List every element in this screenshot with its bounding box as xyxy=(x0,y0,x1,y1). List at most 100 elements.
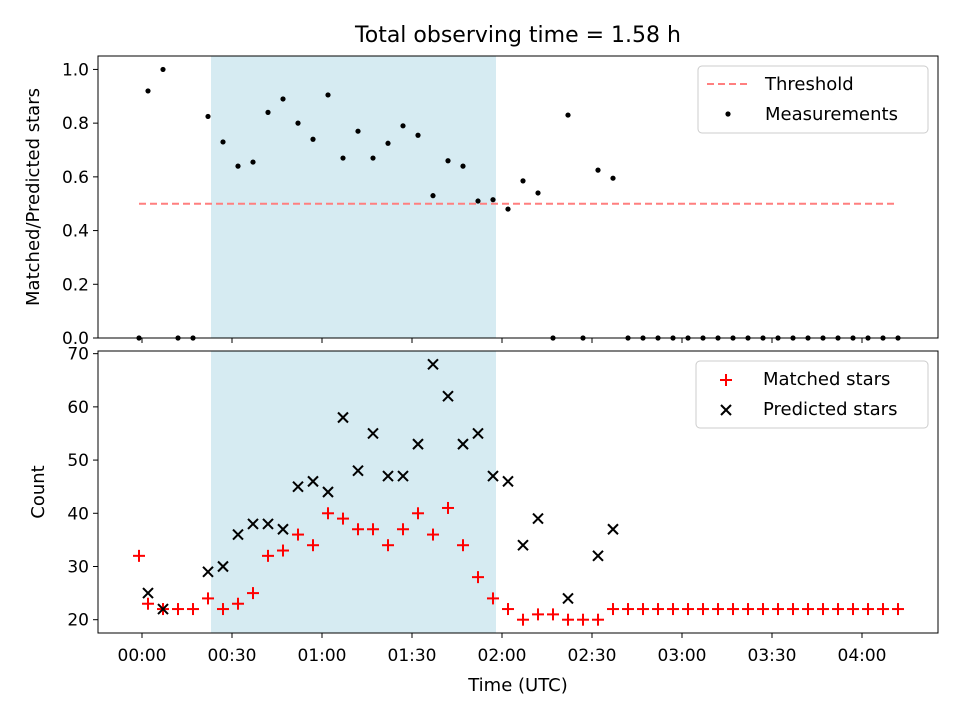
matched-point xyxy=(382,539,394,552)
predicted-point xyxy=(397,470,409,482)
bottom-ytick-label: 30 xyxy=(67,557,89,577)
measurement-point xyxy=(445,158,451,164)
matched-point xyxy=(517,613,529,626)
predicted-point xyxy=(562,592,574,605)
measurement-point xyxy=(145,88,151,94)
measurement-point xyxy=(490,197,496,203)
xtick-label: 01:00 xyxy=(298,646,347,666)
matched-point xyxy=(532,608,544,621)
xtick-label: 03:30 xyxy=(748,646,797,666)
predicted-point xyxy=(322,486,334,498)
matched-point xyxy=(202,592,214,605)
measurement-point xyxy=(610,175,616,181)
measurement-point xyxy=(475,198,481,204)
predicted-point xyxy=(592,550,604,562)
measurement-point xyxy=(505,206,511,212)
predicted-point xyxy=(442,390,454,402)
measurement-point xyxy=(595,167,601,173)
matched-point xyxy=(637,603,649,616)
matched-point xyxy=(592,613,604,626)
measurement-point xyxy=(430,193,436,199)
predicted-point xyxy=(262,518,274,530)
bottom-ytick-label: 50 xyxy=(67,451,89,471)
measurement-point xyxy=(160,66,166,73)
matched-point xyxy=(832,603,844,616)
top-shaded-span xyxy=(211,56,496,338)
matched-point xyxy=(652,603,664,616)
matched-point xyxy=(682,603,694,616)
predicted-point xyxy=(352,465,364,477)
legend-measurements-label: Measurements xyxy=(765,104,898,125)
matched-point xyxy=(472,571,484,584)
matched-point xyxy=(547,608,559,621)
matched-point xyxy=(412,507,424,520)
top-ytick-label: 0.0 xyxy=(62,329,89,349)
top-ytick-label: 0.6 xyxy=(62,168,89,188)
legend-threshold-label: Threshold xyxy=(764,74,854,95)
measurement-point xyxy=(340,155,346,161)
measurement-point xyxy=(310,136,316,142)
xtick-label: 02:00 xyxy=(478,646,527,666)
matched-point xyxy=(427,528,439,541)
xtick-label: 02:30 xyxy=(568,646,617,666)
predicted-point xyxy=(502,475,514,488)
predicted-point xyxy=(457,438,469,450)
legend-matched-label: Matched stars xyxy=(763,369,890,390)
measurement-point xyxy=(415,132,421,138)
legend-matched-marker xyxy=(720,374,732,386)
bottom-axes-frame xyxy=(97,350,939,634)
predicted-point xyxy=(247,518,259,530)
bottom-xlabel: Time (UTC) xyxy=(467,675,568,696)
legend-predicted-marker xyxy=(720,404,732,416)
predicted-point xyxy=(292,480,304,493)
matched-point xyxy=(892,603,904,616)
figure-title: Total observing time = 1.58 h xyxy=(354,23,681,48)
matched-point xyxy=(772,603,784,616)
matched-point xyxy=(352,523,364,536)
matched-point xyxy=(442,501,454,514)
matched-point xyxy=(322,507,334,520)
predicted-point xyxy=(337,411,349,424)
xtick-label: 03:00 xyxy=(658,646,707,666)
predicted-point xyxy=(517,539,529,551)
matched-point xyxy=(562,613,574,626)
predicted-point xyxy=(532,512,544,525)
matched-point xyxy=(577,613,589,626)
top-axes-frame xyxy=(97,55,939,339)
measurement-point xyxy=(265,109,271,115)
predicted-point xyxy=(307,475,319,488)
matched-point xyxy=(622,603,634,616)
matched-point xyxy=(133,549,145,562)
predicted-point xyxy=(607,523,619,535)
top-ytick-label: 0.4 xyxy=(62,222,89,242)
matched-point xyxy=(292,528,304,541)
matched-point xyxy=(337,512,349,525)
matched-point xyxy=(277,544,289,557)
bottom-ylabel: Count xyxy=(28,465,49,518)
measurement-point xyxy=(235,163,241,169)
measurement-point xyxy=(460,163,466,169)
predicted-point xyxy=(367,427,379,440)
matched-point xyxy=(742,603,754,616)
measurement-point xyxy=(205,113,211,120)
matched-point xyxy=(712,603,724,616)
top-legend: Threshold Measurements xyxy=(697,65,929,134)
top-ylabel: Matched/Predicted stars xyxy=(23,88,44,306)
measurement-point xyxy=(295,120,301,126)
predicted-point xyxy=(277,523,289,535)
matched-point xyxy=(187,603,199,616)
predicted-point xyxy=(472,427,484,440)
matched-point xyxy=(217,603,229,616)
matched-point xyxy=(802,603,814,616)
matched-point xyxy=(502,603,514,616)
bottom-legend-box xyxy=(695,360,929,429)
matched-point xyxy=(232,597,244,610)
predicted-point xyxy=(157,603,169,615)
matched-point xyxy=(607,603,619,616)
top-legend-box xyxy=(697,65,929,134)
xtick-label: 00:30 xyxy=(208,646,257,666)
matched-point xyxy=(487,592,499,605)
measurement-point xyxy=(250,159,256,165)
predicted-point xyxy=(427,358,439,371)
